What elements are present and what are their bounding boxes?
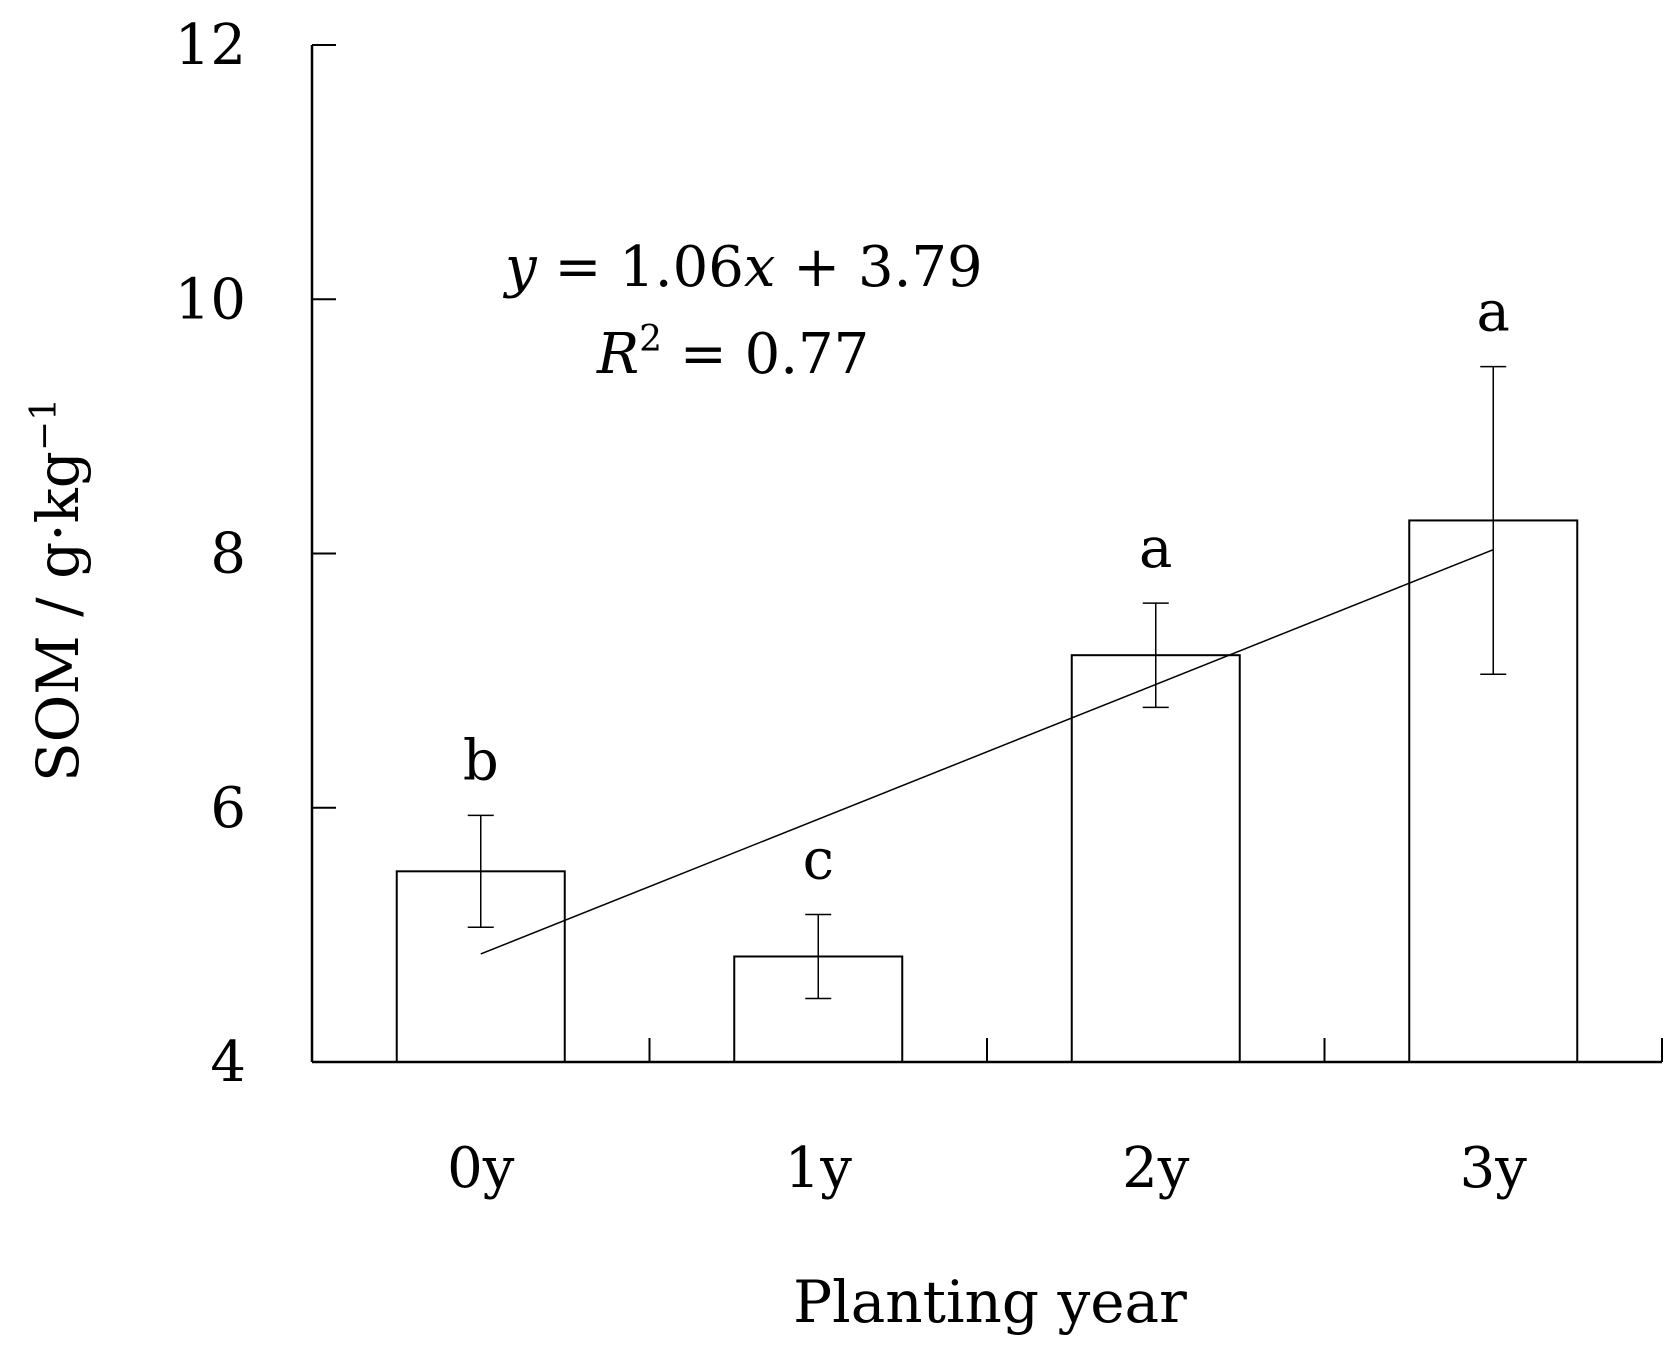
trend-line xyxy=(480,548,1494,955)
significance-label-2y: a xyxy=(1139,516,1172,581)
y-tick-label: 6 xyxy=(210,776,246,841)
significance-label-1y: c xyxy=(803,828,834,893)
y-tick-label: 10 xyxy=(175,267,246,332)
y-axis-title: SOM / g·kg−1 xyxy=(24,398,92,782)
category-label-2y: 2y xyxy=(1122,1136,1190,1201)
y-tick-label: 4 xyxy=(210,1030,246,1095)
regression-equation: y = 1.06x + 3.79 xyxy=(502,235,983,300)
error-bars-group xyxy=(467,365,1507,1000)
r-squared-label: R2 = 0.77 xyxy=(596,319,869,387)
bar-2y xyxy=(1070,654,1241,1063)
category-labels-group: 0y 1y 2y 3y xyxy=(447,1136,1527,1201)
category-label-3y: 3y xyxy=(1460,1136,1528,1201)
y-ticks-group: 4 6 8 10 12 xyxy=(175,13,336,1095)
category-label-0y: 0y xyxy=(447,1136,515,1201)
significance-label-3y: a xyxy=(1477,280,1510,345)
y-tick-label: 8 xyxy=(210,522,246,587)
category-label-1y: 1y xyxy=(785,1136,853,1201)
y-tick-label: 12 xyxy=(175,13,246,78)
x-axis-title: Planting year xyxy=(793,1268,1187,1336)
significance-label-0y: b xyxy=(463,728,499,793)
x-ticks-group xyxy=(648,1038,1663,1062)
bars-group xyxy=(395,519,1579,1064)
significance-labels-group: b c a a xyxy=(463,280,1510,893)
